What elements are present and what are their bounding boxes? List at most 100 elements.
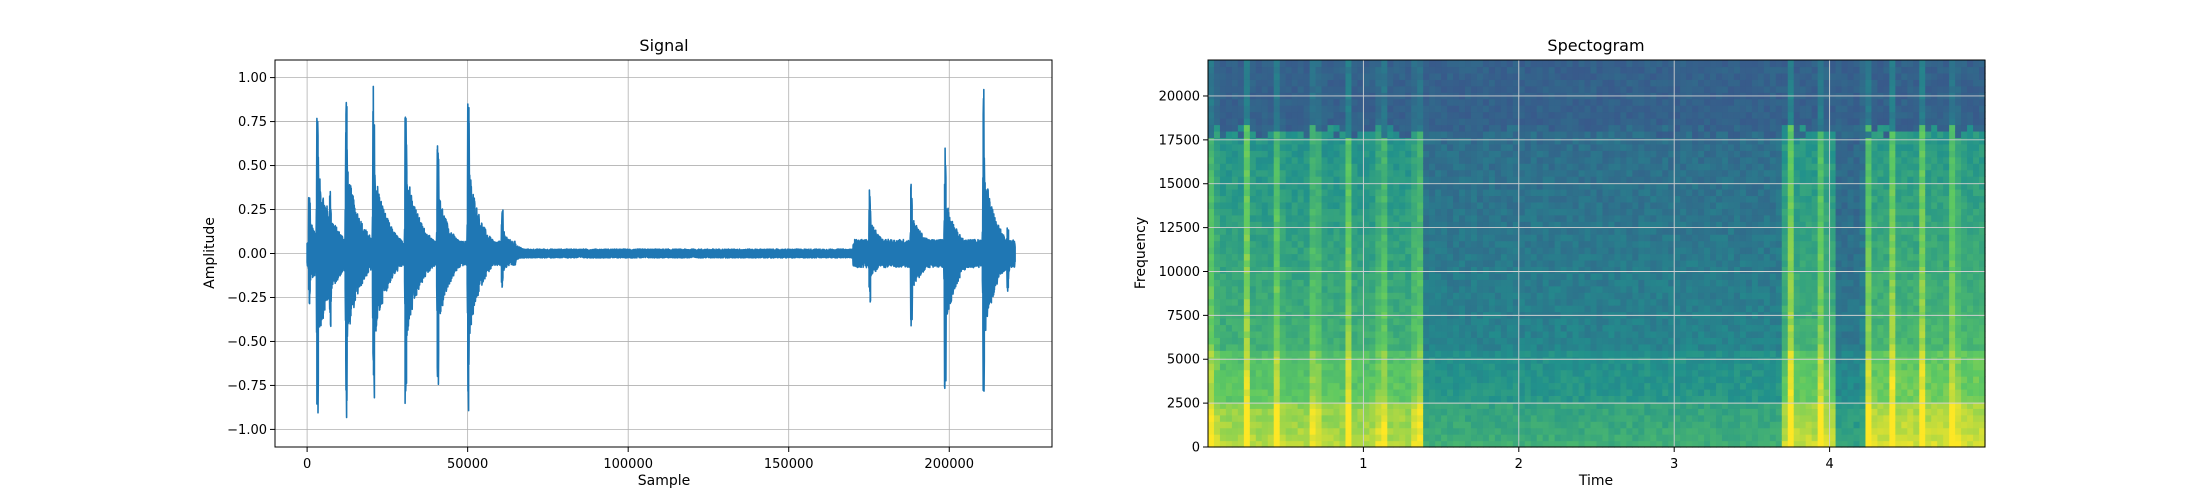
spectrogram-cell [1303, 395, 1311, 403]
spectrogram-cell [1542, 401, 1550, 409]
spectrogram-cell [1345, 156, 1353, 164]
spectrogram-cell [1668, 440, 1675, 448]
spectrogram-cell [1375, 408, 1382, 416]
spectrogram-cell [1273, 201, 1281, 209]
spectrogram-cell [1662, 440, 1669, 448]
spectrogram-cell [1453, 98, 1460, 106]
spectrogram-cell [1680, 85, 1687, 93]
spectrogram-cell [1554, 440, 1562, 448]
spectrogram-cell [1674, 382, 1681, 390]
spectrogram-cell [1453, 201, 1460, 209]
spectrogram-cell [1596, 272, 1604, 280]
spectrogram-cell [1213, 305, 1221, 313]
spectrogram-cell [1566, 163, 1574, 171]
spectrogram-cell [1644, 227, 1651, 235]
spectrogram-cell [1429, 227, 1436, 235]
spectrogram-cell [1650, 363, 1657, 371]
spectrogram-cell [1447, 227, 1454, 235]
spectrogram-cell [1608, 408, 1616, 416]
spectrogram-cell [1518, 124, 1526, 132]
spectrogram-cell [1590, 305, 1598, 313]
spectrogram-cell [1363, 427, 1370, 435]
spectrogram-cell [1279, 298, 1287, 306]
spectrogram-cell [1423, 227, 1430, 235]
spectrogram-cell [1644, 130, 1651, 138]
spectrogram-cell [1512, 272, 1520, 280]
spectrogram-cell [1279, 227, 1287, 235]
spectrogram-cell [1345, 259, 1353, 267]
spectrogram-cell [1303, 214, 1311, 222]
spectrogram-cell [1638, 240, 1645, 248]
spectrogram-cell [1243, 259, 1251, 267]
spectrogram-cell [1279, 240, 1287, 248]
spectrogram-cell [1465, 285, 1472, 293]
spectrogram-cell [1387, 408, 1394, 416]
spectrogram-cell [1584, 214, 1592, 222]
spectrogram-cell [1351, 227, 1359, 235]
spectrogram-cell [1399, 118, 1406, 126]
spectrogram-cell [1506, 182, 1514, 190]
spectrogram-cell [1357, 305, 1364, 313]
spectrogram-cell [1261, 85, 1269, 93]
spectrogram-cell [1512, 369, 1520, 377]
spectrogram-cell [1536, 111, 1544, 119]
spectrogram-cell [1512, 85, 1520, 93]
spectrogram-cell [1279, 434, 1287, 442]
spectrogram-cell [1476, 105, 1484, 113]
spectrogram-cell [1465, 434, 1472, 442]
spectrogram-cell [1488, 143, 1496, 151]
spectrogram-cell [1387, 259, 1394, 267]
spectrogram-cell [1309, 401, 1317, 409]
spectrogram-cell [1476, 176, 1484, 184]
spectrogram-cell [1405, 279, 1412, 287]
spectrogram-cell [1327, 279, 1335, 287]
spectrogram-cell [1578, 118, 1586, 126]
spectrogram-cell [1405, 201, 1412, 209]
spectrogram-cell [1255, 337, 1263, 345]
spectrogram-cell [1303, 382, 1311, 390]
spectrogram-cell [1303, 156, 1311, 164]
spectrogram-cell [1614, 240, 1622, 248]
spectrogram-cell [1542, 208, 1550, 216]
spectrogram-cell [1554, 98, 1562, 106]
spectrogram-cell [1548, 324, 1556, 332]
spectrogram-cell [1375, 60, 1382, 68]
spectrogram-cell [1357, 66, 1364, 74]
spectrogram-cell [1572, 214, 1580, 222]
spectrogram-cell [1303, 343, 1311, 351]
spectrogram-cell [1411, 259, 1418, 267]
spectrogram-cell [1680, 169, 1687, 177]
spectrogram-cell [1482, 337, 1490, 345]
spectrogram-cell [1638, 124, 1645, 132]
spectrogram-cell [1357, 408, 1364, 416]
spectrogram-cell [1632, 305, 1639, 313]
spectrogram-cell [1524, 201, 1532, 209]
spectrogram-cell [1435, 85, 1442, 93]
spectrogram-cell [1453, 363, 1460, 371]
spectrogram-cell [1542, 214, 1550, 222]
spectrogram-cell [1327, 272, 1335, 280]
spectrogram-cell [1530, 414, 1538, 422]
spectrogram-cell [1381, 259, 1388, 267]
spectrogram-cell [1632, 279, 1639, 287]
spectrogram-cell [1572, 98, 1580, 106]
spectrogram-cell [1369, 227, 1376, 235]
spectrogram-cell [1453, 79, 1460, 87]
spectrogram-cell [1327, 434, 1335, 442]
spectrogram-cell [1339, 111, 1347, 119]
spectrogram-cell [1369, 427, 1376, 435]
spectrogram-cell [1339, 130, 1347, 138]
spectrogram-cell [1692, 176, 1699, 184]
spectrogram-cell [1542, 195, 1550, 203]
spectrogram-cell [1662, 66, 1669, 74]
spectrogram-cell [1375, 414, 1382, 422]
spectrogram-cell [1590, 208, 1598, 216]
spectrogram-cell [1638, 234, 1645, 242]
spectrogram-cell [1680, 343, 1687, 351]
spectrogram-cell [1554, 176, 1562, 184]
spectrogram-cell [1680, 137, 1687, 145]
spectrogram-cell [1662, 285, 1669, 293]
spectrogram-cell [1208, 272, 1215, 280]
spectrogram-cell [1363, 227, 1370, 235]
spectrogram-cell [1530, 337, 1538, 345]
